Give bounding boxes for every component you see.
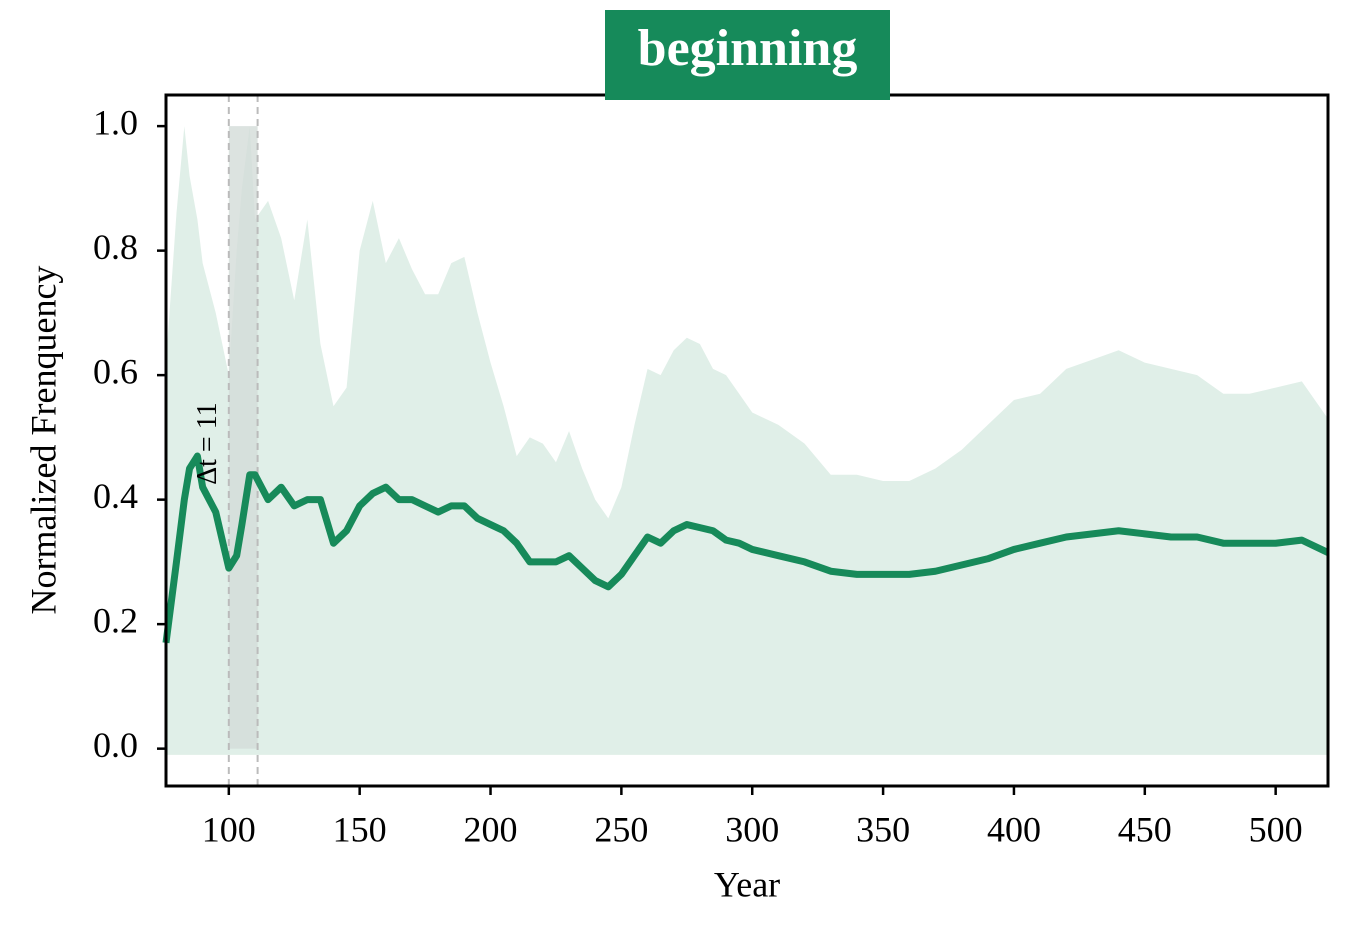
- x-tick-label: 250: [594, 809, 648, 849]
- chart-title: beginning: [638, 20, 858, 77]
- y-tick-label: 0.6: [93, 351, 138, 391]
- highlight-span: [228, 126, 258, 749]
- y-tick-label: 0.4: [93, 476, 138, 516]
- x-tick-label: 150: [333, 809, 387, 849]
- x-tick-label: 400: [987, 809, 1041, 849]
- y-tick-label: 1.0: [93, 102, 138, 142]
- band-area: [166, 126, 1328, 755]
- x-tick-label: 350: [856, 809, 910, 849]
- mean-line: [162, 452, 1330, 644]
- x-tick-label: 100: [202, 809, 256, 849]
- y-axis-label: Normalized Frenquency: [23, 266, 63, 615]
- x-tick-label: 450: [1118, 809, 1172, 849]
- y-tick-label: 0.8: [93, 227, 138, 267]
- x-tick-label: 500: [1249, 809, 1303, 849]
- x-axis-label: Year: [714, 864, 780, 904]
- x-tick-label: 200: [464, 809, 518, 849]
- y-tick-label: 0.0: [93, 725, 138, 765]
- title-box: [605, 10, 890, 100]
- y-tick-label: 0.2: [93, 600, 138, 640]
- x-tick-label: 300: [725, 809, 779, 849]
- annotation: Δt = 11: [192, 402, 223, 485]
